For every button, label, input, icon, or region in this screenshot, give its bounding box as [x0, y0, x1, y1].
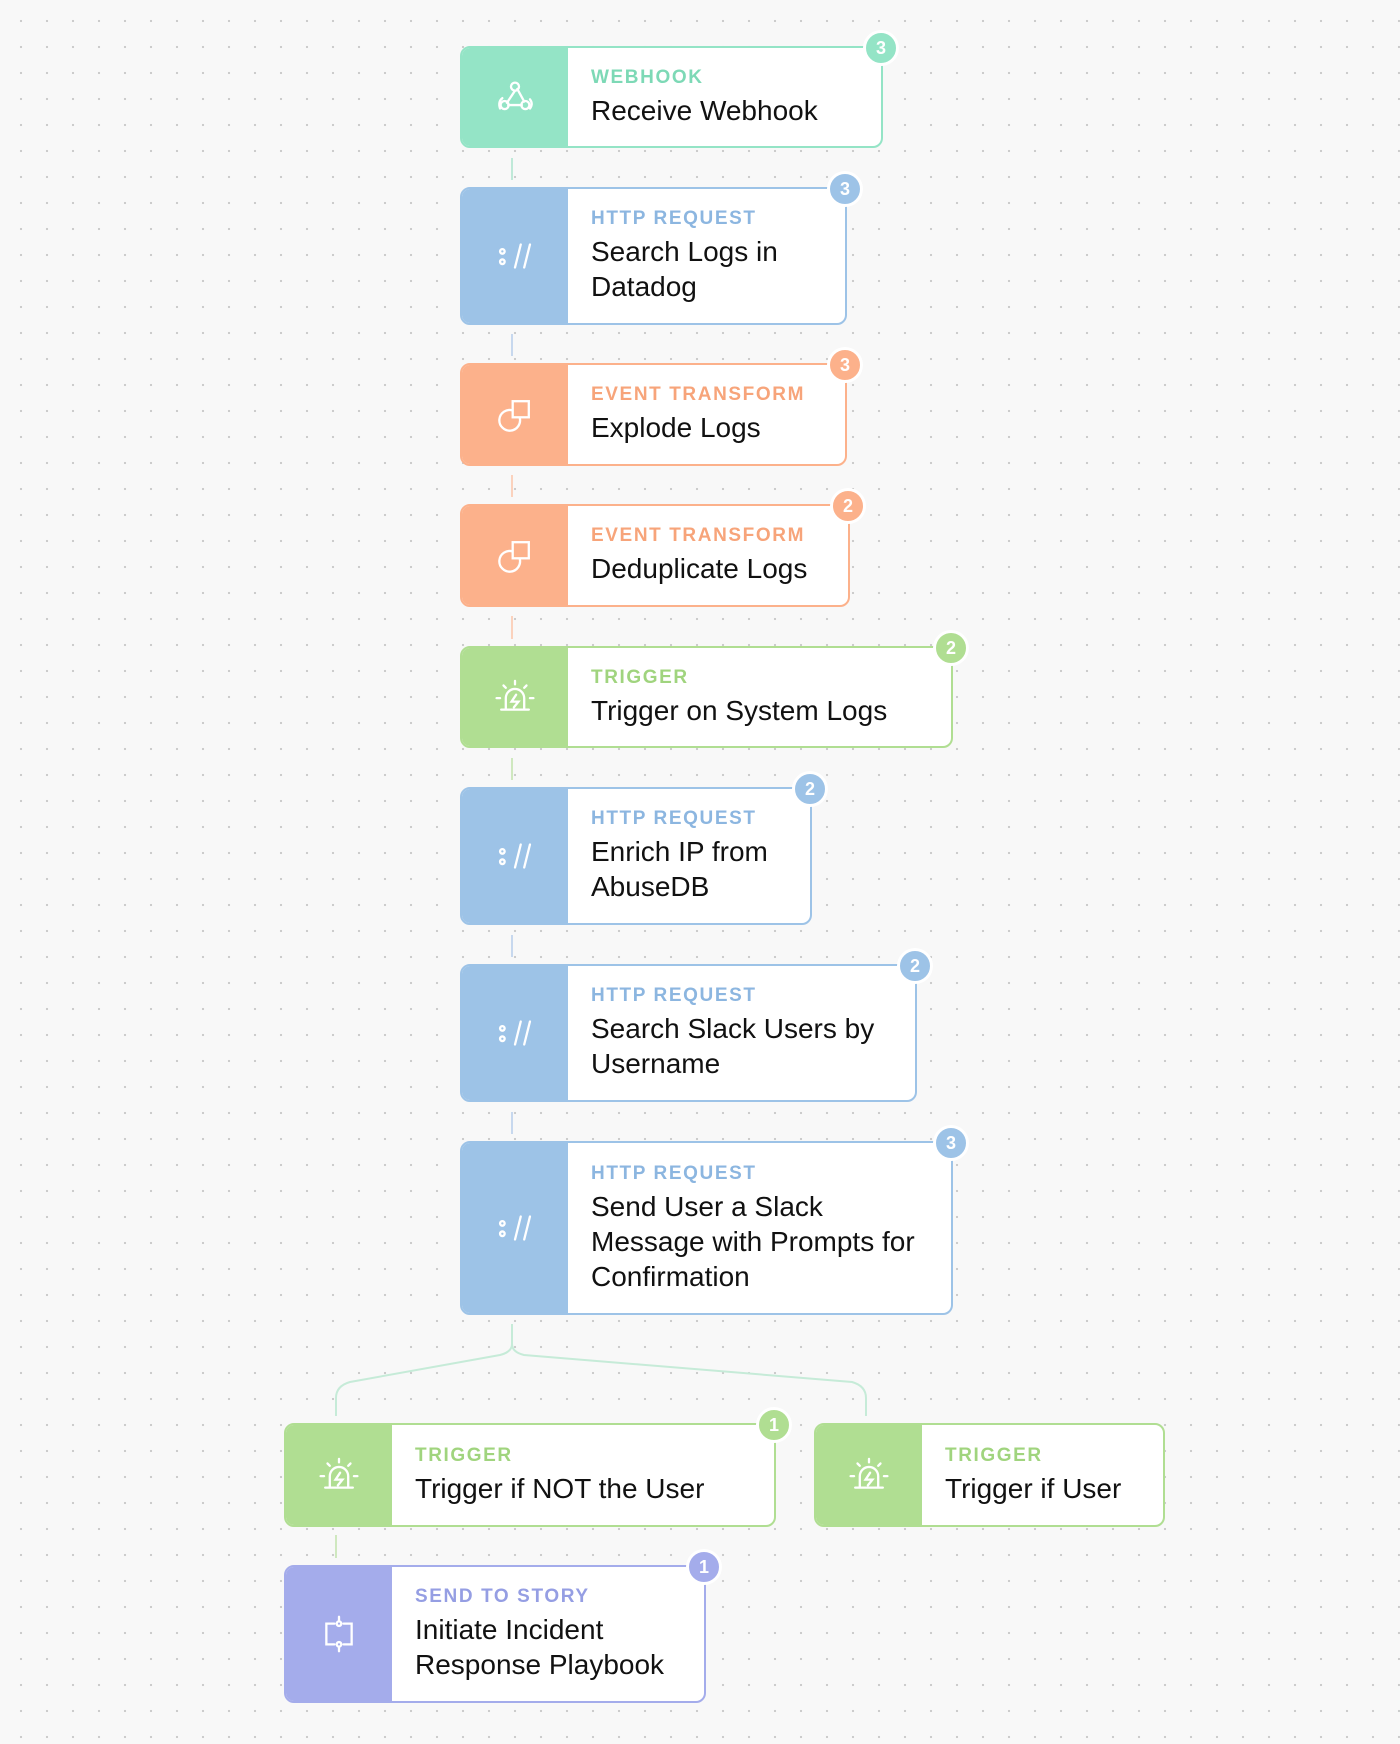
count-badge: 2 — [897, 948, 933, 984]
node-title: Deduplicate Logs — [591, 553, 808, 584]
node-icon-strip — [462, 789, 568, 923]
node-kind: HTTP REQUEST — [591, 208, 757, 229]
count-badge: 1 — [686, 1549, 722, 1585]
count-badge: 3 — [827, 347, 863, 383]
node-title: Initiate Incident Response Playbook — [415, 1614, 665, 1680]
node-icon-strip — [462, 648, 568, 746]
count-badge: 2 — [933, 630, 969, 666]
node-kind: TRIGGER — [415, 1444, 513, 1466]
node-icon-strip — [462, 506, 568, 605]
node-icon-strip — [462, 1143, 568, 1313]
node-title: Enrich IP from AbuseDB — [591, 836, 768, 902]
http-icon — [498, 1020, 532, 1046]
node-kind: TRIGGER — [945, 1444, 1043, 1466]
node-title: Receive Webhook — [591, 94, 818, 126]
node-kind: HTTP REQUEST — [591, 985, 757, 1006]
siren-icon — [495, 679, 535, 711]
node-receive-webhook[interactable]: WEBHOOK Receive Webhook 3 — [460, 30, 899, 148]
node-kind: HTTP REQUEST — [591, 1162, 757, 1184]
node-kind: WEBHOOK — [591, 66, 704, 88]
node-enrich-ip-abusedb[interactable]: HTTP REQUEST Enrich IP from AbuseDB 2 — [460, 771, 828, 925]
count-badge: 3 — [863, 30, 899, 66]
node-title: Explode Logs — [591, 412, 761, 443]
node-title: Send User a Slack Message with Prompts f… — [591, 1190, 915, 1292]
node-icon-strip — [462, 48, 568, 146]
http-icon — [498, 1215, 532, 1241]
node-kind: HTTP REQUEST — [591, 808, 757, 829]
node-kind: EVENT TRANSFORM — [591, 384, 805, 405]
node-kind: EVENT TRANSFORM — [591, 525, 805, 546]
node-icon-strip — [462, 189, 568, 323]
node-send-slack-message[interactable]: HTTP REQUEST Send User a Slack Message wi… — [460, 1125, 969, 1315]
node-initiate-incident-response[interactable]: SEND TO STORY Initiate Incident Response … — [284, 1549, 722, 1703]
count-badge: 1 — [756, 1407, 792, 1443]
node-icon-strip — [286, 1567, 392, 1701]
node-search-slack-users[interactable]: HTTP REQUEST Search Slack Users by Userna… — [460, 948, 933, 1102]
node-kind: SEND TO STORY — [415, 1586, 590, 1607]
http-icon — [498, 843, 532, 869]
count-badge: 3 — [827, 171, 863, 207]
node-title: Trigger on System Logs — [591, 694, 888, 726]
node-title: Search Slack Users by Username — [591, 1013, 875, 1079]
node-icon-strip — [462, 966, 568, 1100]
transform-icon — [498, 540, 530, 573]
node-title: Trigger if NOT the User — [415, 1472, 705, 1504]
node-trigger-system-logs[interactable]: TRIGGER Trigger on System Logs 2 — [460, 630, 969, 748]
node-icon-strip — [816, 1425, 922, 1525]
node-title: Trigger if User — [945, 1472, 1122, 1504]
node-trigger-user[interactable]: TRIGGER Trigger if User — [814, 1423, 1165, 1527]
http-icon — [498, 243, 532, 269]
node-trigger-not-user[interactable]: TRIGGER Trigger if NOT the User 1 — [284, 1407, 792, 1527]
count-badge: 2 — [792, 771, 828, 807]
node-title: Search Logs in Datadog — [591, 236, 778, 302]
count-badge: 2 — [830, 488, 866, 524]
node-icon-strip — [286, 1425, 392, 1525]
node-deduplicate-logs[interactable]: EVENT TRANSFORM Deduplicate Logs 2 — [460, 488, 866, 607]
webhook-icon — [498, 81, 533, 111]
siren-icon — [319, 1457, 359, 1489]
siren-icon — [849, 1457, 889, 1489]
story-icon — [325, 1615, 353, 1653]
node-search-logs-datadog[interactable]: HTTP REQUEST Search Logs in Datadog 3 — [460, 171, 863, 325]
count-badge: 3 — [933, 1125, 969, 1161]
node-icon-strip — [462, 365, 568, 464]
node-kind: TRIGGER — [591, 666, 689, 688]
transform-icon — [498, 399, 530, 432]
node-explode-logs[interactable]: EVENT TRANSFORM Explode Logs 3 — [460, 347, 863, 466]
